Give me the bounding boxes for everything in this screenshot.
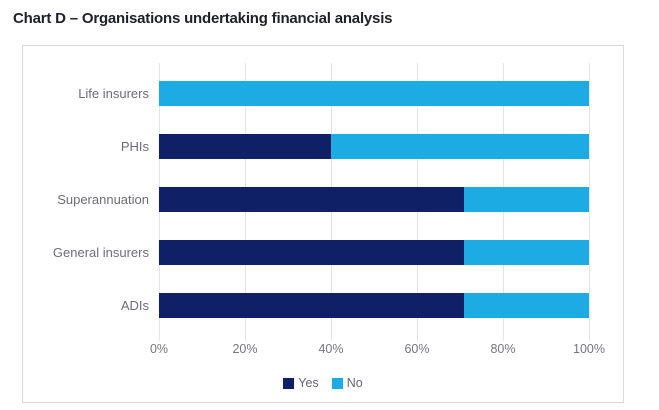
bar-segment-no <box>331 134 589 159</box>
category-label: Superannuation <box>57 192 149 207</box>
legend: Yes No <box>23 376 623 390</box>
x-axis: 0% 20% 40% 60% 80% 100% <box>150 342 605 358</box>
x-tick-label: 20% <box>232 342 258 356</box>
x-tick-label: 60% <box>404 342 430 356</box>
x-tick-label: 100% <box>573 342 605 356</box>
category-axis: Life insurers PHIs Superannuation General i… <box>23 67 149 332</box>
bar-track <box>159 240 589 265</box>
legend-swatch-no-icon <box>331 377 343 389</box>
bar-row <box>159 173 589 226</box>
chart-title: Chart D – Organisations undertaking fina… <box>13 10 393 27</box>
bar-track <box>159 187 589 212</box>
category-label: ADIs <box>120 298 149 313</box>
bar-track <box>159 293 589 318</box>
bar-segment-no <box>464 187 589 212</box>
legend-label: Yes <box>298 376 319 390</box>
category-label: General insurers <box>52 245 149 260</box>
category-label: PHIs <box>120 139 149 154</box>
bar-track <box>159 81 589 106</box>
x-tick-label: 0% <box>149 342 169 356</box>
legend-item-yes: Yes <box>283 376 319 390</box>
bar-row <box>159 120 589 173</box>
bar-row <box>159 226 589 279</box>
bar-segment-yes <box>159 187 465 212</box>
plot-area <box>158 63 590 341</box>
legend-label: No <box>346 376 363 390</box>
legend-swatch-yes-icon <box>283 377 295 389</box>
bar-segment-yes <box>159 240 465 265</box>
legend-item-no: No <box>331 376 363 390</box>
bar-segment-no <box>159 81 589 106</box>
x-tick-label: 40% <box>318 342 344 356</box>
bar-segment-no <box>464 240 589 265</box>
bar-row <box>159 279 589 332</box>
bar-segment-yes <box>159 293 465 318</box>
gridline <box>588 63 590 341</box>
chart-plot-container: Life insurers PHIs Superannuation General i… <box>22 45 624 403</box>
x-tick-label: 80% <box>490 342 516 356</box>
bar-row <box>159 67 589 120</box>
category-label: Life insurers <box>78 86 149 101</box>
bar-segment-no <box>464 293 589 318</box>
bar-track <box>159 134 589 159</box>
bar-segment-yes <box>159 134 331 159</box>
